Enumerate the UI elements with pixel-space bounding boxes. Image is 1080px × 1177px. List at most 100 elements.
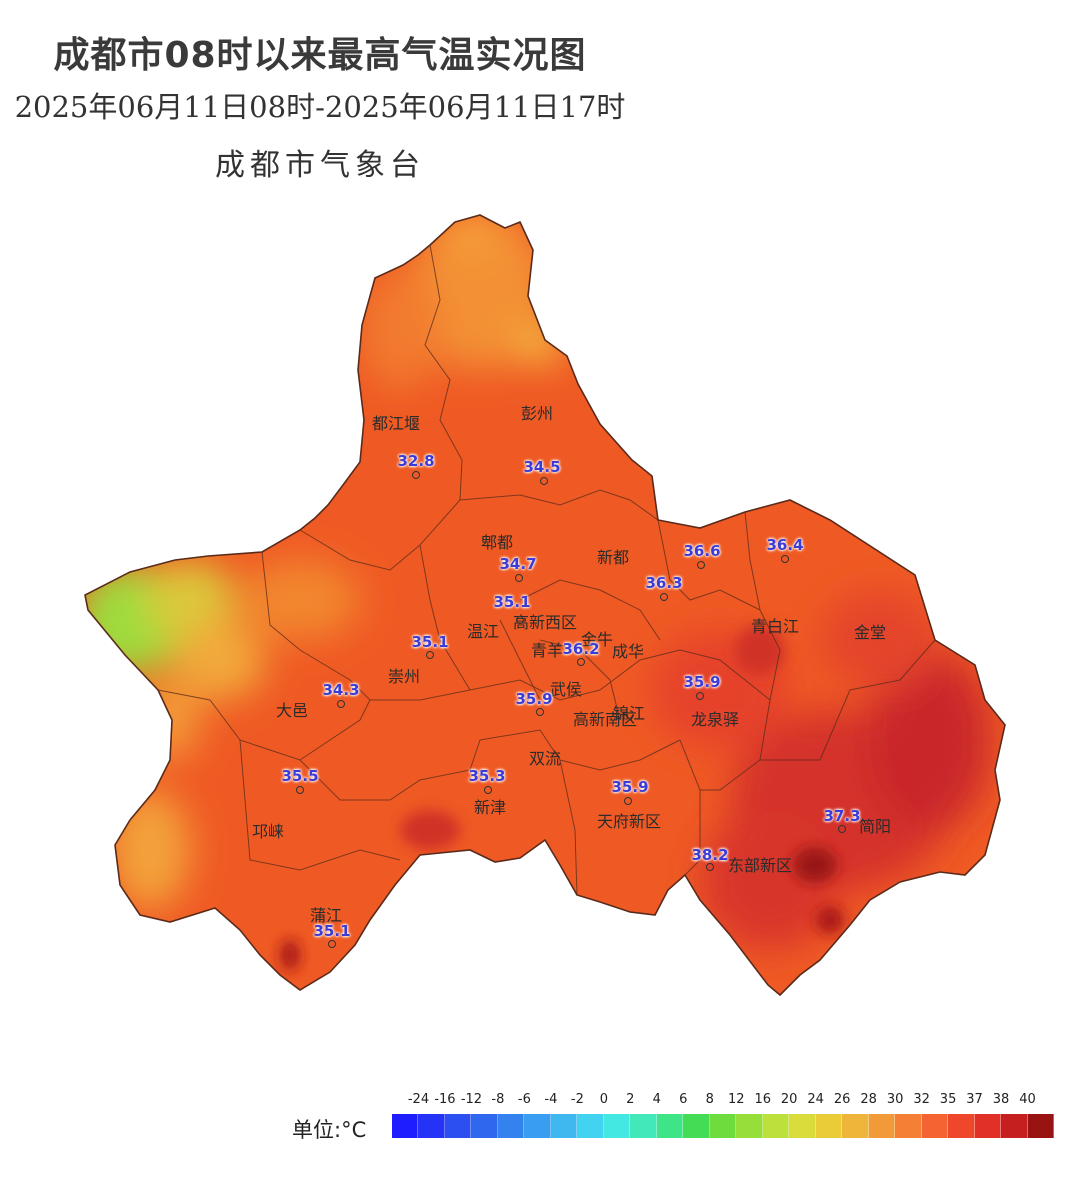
legend-swatch: [895, 1114, 922, 1138]
place-label: 天府新区: [596, 812, 662, 831]
legend-tick: 8: [705, 1092, 714, 1107]
legend-swatch: [868, 1114, 896, 1138]
place-label: 成华: [611, 642, 645, 661]
legend-tick-labels: -24 -16 -12 -8 -6 -4 -2 0 2 4 6 8 12 16 20 24 26 28 30 32 35…: [392, 1092, 1054, 1110]
place-label: 新都: [596, 548, 630, 567]
legend-tick: 28: [860, 1092, 877, 1107]
legend-swatch: [815, 1114, 843, 1138]
station-marker: [484, 786, 492, 794]
legend-tick: 38: [992, 1092, 1010, 1107]
color-legend: 单位:°C -24 -16 -12 -8 -6 -4 -2 0 2 4 6 8 12 16 20 24 26 28…: [292, 1090, 1062, 1150]
station-temperature-label: 35.1: [493, 593, 531, 611]
place-label: 青白江: [750, 617, 800, 636]
legend-swatch: [683, 1114, 710, 1138]
legend-swatch: [444, 1114, 472, 1138]
place-label: 锦江: [612, 704, 646, 723]
place-label: 武侯: [549, 680, 583, 699]
station-temperature-label: 36.6: [683, 542, 721, 560]
station-temperature-label: 36.4: [766, 536, 804, 554]
station-temperature-label: 32.8: [397, 452, 435, 470]
station-marker: [328, 940, 336, 948]
map-title: 成都市08时以来最高气温实况图: [53, 35, 587, 76]
temperature-map: [84, 214, 1006, 997]
legend-swatch: [736, 1114, 763, 1138]
legend-swatch: [497, 1114, 525, 1138]
legend-tick: 16: [754, 1092, 771, 1107]
station-temperature-label: 34.7: [499, 555, 537, 573]
place-label: 崇州: [387, 667, 421, 686]
legend-tick: -2: [570, 1092, 584, 1107]
station-marker: [412, 471, 420, 479]
legend-color-bar: [392, 1114, 1055, 1138]
legend-tick: 4: [652, 1092, 661, 1107]
station-marker: [660, 593, 668, 601]
place-label: 金牛: [580, 630, 614, 649]
legend-tick: 35: [939, 1092, 957, 1107]
station-temperature-label: 35.9: [515, 690, 553, 708]
place-label: 青羊: [530, 641, 564, 660]
place-label: 简阳: [858, 817, 892, 836]
legend-swatch: [921, 1114, 949, 1138]
station-marker: [296, 786, 304, 794]
legend-swatch: [392, 1114, 419, 1138]
station-marker: [838, 825, 846, 833]
legend-swatch: [789, 1114, 816, 1138]
district-boundaries: [157, 244, 936, 896]
station-temperature-label: 36.3: [645, 574, 683, 592]
station-temperature-label: 35.1: [411, 633, 449, 651]
station-temperature-label: 35.9: [611, 778, 649, 796]
place-label: 金堂: [853, 623, 887, 642]
legend-swatch: [471, 1114, 498, 1138]
legend-tick: 12: [727, 1092, 745, 1107]
legend-tick: 32: [913, 1092, 930, 1107]
station-marker: [515, 574, 523, 582]
station-marker: [540, 477, 548, 485]
station-temperature-label: 35.9: [683, 673, 721, 691]
station-marker: [706, 863, 714, 871]
station-marker: [696, 692, 704, 700]
station-marker: [337, 700, 345, 708]
legend-swatch: [974, 1114, 1002, 1138]
temperature-field: [85, 215, 1005, 995]
place-label: 高新南区: [572, 710, 638, 729]
place-label: 新津: [473, 798, 507, 817]
legend-swatch: [603, 1114, 631, 1138]
station-marker: [536, 708, 544, 716]
place-label: 都江堰: [371, 414, 421, 433]
legend-swatch: [1001, 1114, 1028, 1138]
legend-swatch: [762, 1114, 790, 1138]
station-marker: [624, 797, 632, 805]
legend-swatch: [524, 1114, 551, 1138]
legend-tick: -24: [407, 1092, 430, 1107]
place-label: 温江: [466, 622, 500, 641]
legend-tick: -12: [460, 1092, 483, 1107]
legend-tick: 2: [626, 1092, 635, 1107]
legend-swatch: [418, 1114, 445, 1138]
station-temperature-label: 35.3: [468, 767, 506, 785]
station-marker: [516, 616, 524, 624]
station-marker: [426, 651, 434, 659]
legend-unit: 单位:°C: [292, 1118, 367, 1142]
station-temperature-label: 36.2: [562, 640, 600, 658]
legend-tick: 37: [966, 1092, 983, 1107]
place-label: 高新西区: [512, 613, 578, 632]
legend-tick: 6: [679, 1092, 688, 1107]
place-label: 邛崃: [251, 822, 285, 841]
station-marker: [781, 555, 789, 563]
time-range: 2025年06月11日08时-2025年06月11日17时: [14, 90, 626, 124]
legend-swatch: [550, 1114, 578, 1138]
place-label: 东部新区: [727, 856, 793, 875]
station-temperature-label: 34.3: [322, 681, 360, 699]
station-temperature-label: 34.5: [523, 458, 561, 476]
place-label: 郫都: [480, 533, 514, 552]
legend-tick: -16: [434, 1092, 456, 1107]
legend-swatch: [709, 1114, 737, 1138]
legend-tick: 24: [807, 1092, 824, 1107]
place-label: 蒲江: [309, 906, 343, 925]
legend-swatch: [577, 1114, 604, 1138]
place-label: 大邑: [275, 701, 309, 720]
station-temperature-label: 35.1: [313, 922, 351, 940]
legend-swatch: [842, 1114, 869, 1138]
city-boundary: [84, 214, 1006, 997]
station-temperature-label: 37.3: [823, 807, 861, 825]
